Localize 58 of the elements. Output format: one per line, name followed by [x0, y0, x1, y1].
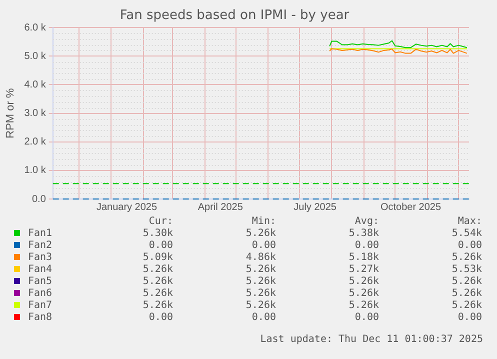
text: 5.53k [450, 264, 482, 276]
text: 5.26k [142, 264, 173, 276]
y-axis-title: RPM or % [4, 88, 17, 138]
text: 5.27k [348, 264, 379, 276]
text: Min: [250, 216, 276, 228]
text: 5.26k [244, 300, 276, 312]
text: 5.26k [348, 288, 379, 300]
text: 5.26k [142, 288, 173, 300]
y-tick-label: 4.0 k [24, 79, 47, 90]
text: 5.38k [348, 228, 379, 240]
text: Max: [456, 216, 482, 228]
text: 5.26k [348, 276, 379, 288]
y-tick-label: 1.0 k [24, 165, 47, 176]
text: 5.54k [450, 228, 482, 240]
text: 0.00 [456, 240, 482, 252]
y-tick-label: 3.0 k [24, 108, 47, 120]
text: Last update: Thu Dec 11 01:00:37 2025 [260, 334, 483, 345]
legend-label: Fan2 [27, 240, 54, 252]
y-tick-label: 2.0 k [24, 136, 47, 148]
text: 5.26k [142, 276, 173, 288]
x-tick-label: January 2025 [96, 202, 158, 213]
text: 0.00 [354, 312, 379, 324]
legend-label: Fan8 [27, 312, 54, 324]
text: 5.26k [244, 288, 276, 300]
text: 0.00 [148, 240, 173, 252]
text: 5.26k [244, 228, 276, 240]
legend-label: Fan7 [27, 300, 54, 312]
text: Avg: [354, 216, 379, 228]
text: 5.26k [450, 252, 482, 264]
text: 5.26k [450, 288, 482, 300]
text: 0.00 [354, 240, 379, 252]
x-tick-label: April 2025 [198, 202, 244, 213]
text: 0.00 [456, 312, 482, 324]
y-tick-label: 6.0 k [24, 22, 47, 34]
text: 5.26k [450, 276, 482, 288]
text: 5.26k [450, 300, 482, 312]
x-tick-label: July 2025 [294, 202, 337, 213]
text: 4.86k [244, 252, 276, 264]
text: 5.18k [348, 252, 379, 264]
legend-label: Fan1 [27, 228, 54, 240]
text: 0.00 [250, 240, 276, 252]
text: 5.30k [142, 228, 173, 240]
chart-title: Fan speeds based on IPMI - by year [120, 8, 350, 24]
text: 5.26k [348, 300, 379, 312]
text: Cur: [148, 216, 173, 228]
text: 5.26k [244, 276, 276, 288]
text: 5.26k [244, 264, 276, 276]
legend-label: Fan4 [27, 264, 54, 276]
text: 5.09k [142, 252, 173, 264]
y-tick-label: 0.0 [32, 194, 46, 205]
legend-label: Fan3 [27, 252, 54, 264]
y-tick-label: 5.0 k [24, 50, 47, 62]
legend-label: Fan6 [27, 288, 54, 300]
legend-label: Fan5 [27, 276, 54, 288]
text: 0.00 [148, 312, 173, 324]
text: 0.00 [250, 312, 276, 324]
x-tick-label: October 2025 [380, 202, 442, 213]
text: 5.26k [142, 300, 173, 312]
